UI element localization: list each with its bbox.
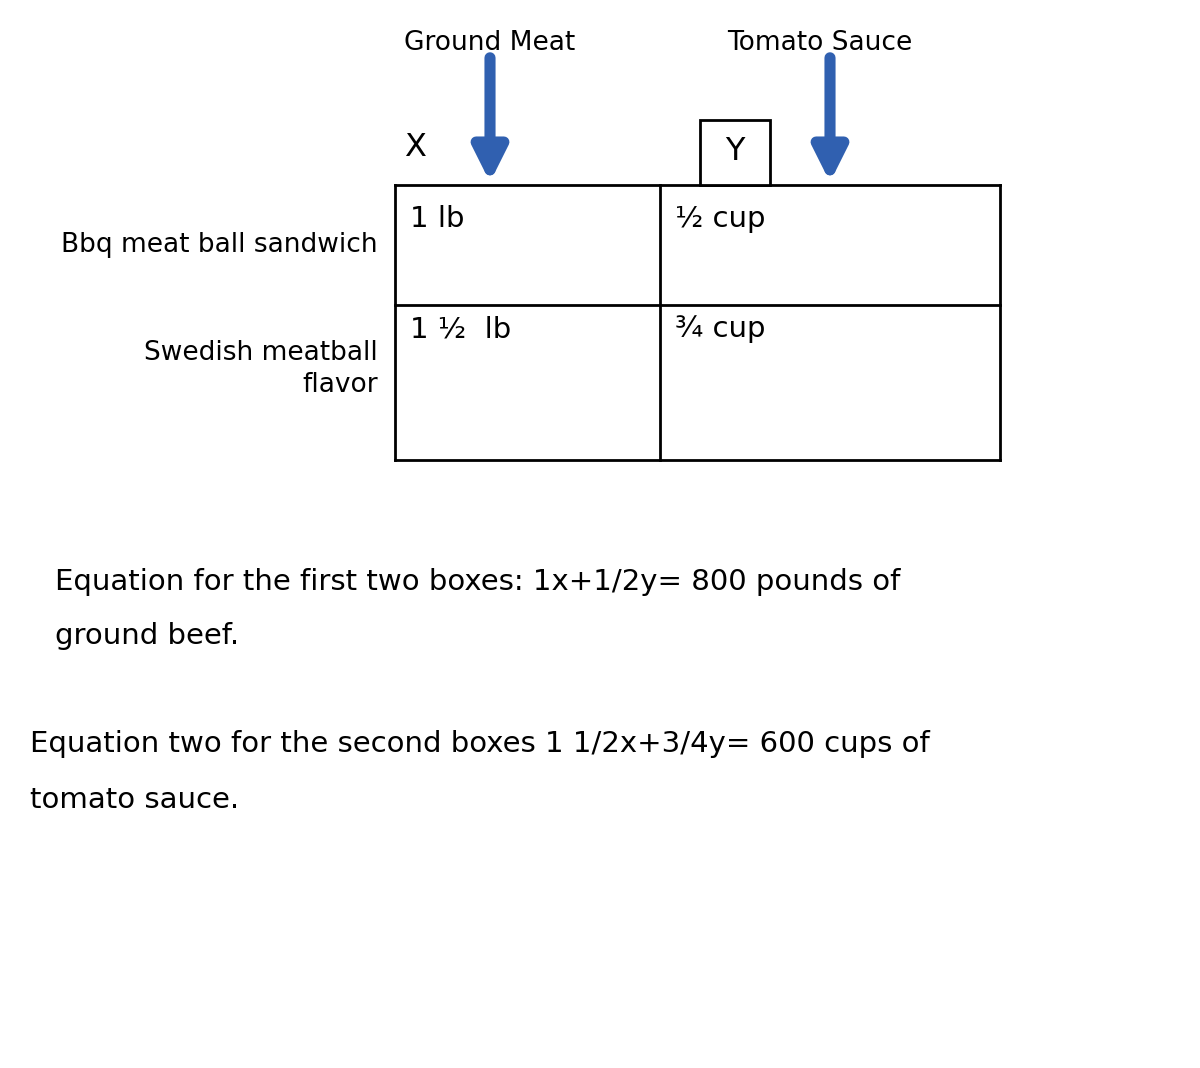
Text: Equation two for the second boxes 1 1/2x+3/4y= 600 cups of: Equation two for the second boxes 1 1/2x…: [30, 731, 930, 758]
Text: flavor: flavor: [302, 372, 378, 398]
Text: Bbq meat ball sandwich: Bbq meat ball sandwich: [61, 232, 378, 258]
Text: Tomato Sauce: Tomato Sauce: [727, 30, 913, 56]
Text: tomato sauce.: tomato sauce.: [30, 786, 239, 814]
Text: ¾ cup: ¾ cup: [674, 315, 766, 343]
Text: Ground Meat: Ground Meat: [404, 30, 576, 56]
Text: ground beef.: ground beef.: [55, 622, 239, 650]
Text: 1 ½  lb: 1 ½ lb: [410, 315, 511, 343]
Text: Equation for the first two boxes: 1x+1/2y= 800 pounds of: Equation for the first two boxes: 1x+1/2…: [55, 568, 900, 596]
Text: ½ cup: ½ cup: [674, 205, 766, 233]
Text: X: X: [404, 132, 426, 163]
Text: Swedish meatball: Swedish meatball: [144, 340, 378, 366]
Bar: [700, 120, 770, 185]
Text: 1 lb: 1 lb: [410, 205, 464, 233]
Text: Y: Y: [725, 137, 745, 168]
